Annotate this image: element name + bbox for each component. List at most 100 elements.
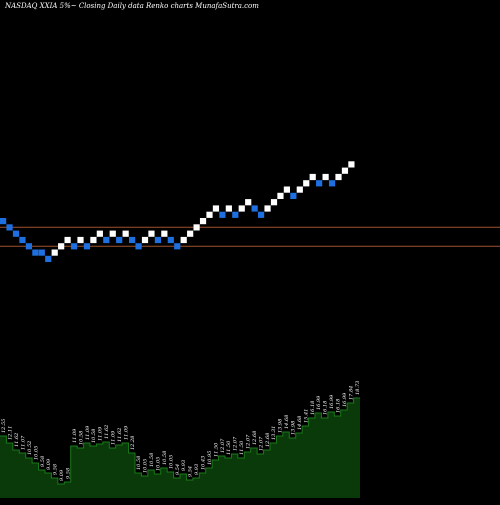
price-label: 10.43 — [201, 456, 207, 470]
renko-brick — [181, 237, 187, 243]
price-label: 10.58 — [91, 429, 97, 443]
price-label: 11.09 — [85, 425, 91, 440]
price-label: 16.18 — [310, 401, 316, 415]
price-label: 14.68 — [297, 416, 303, 430]
price-label: 12.07 — [220, 438, 226, 453]
price-label: 12.68 — [265, 433, 271, 447]
renko-brick — [258, 212, 264, 218]
renko-brick — [135, 243, 141, 249]
price-label: 9.09 — [59, 469, 65, 481]
price-label: 11.50 — [239, 440, 245, 455]
price-label: 10.95 — [207, 451, 213, 465]
renko-brick — [264, 205, 270, 211]
price-label: 18.73 — [355, 381, 361, 395]
price-label: 13.98 — [278, 419, 284, 433]
price-label: 12.55 — [1, 419, 7, 433]
price-label: 11.09 — [123, 425, 129, 440]
price-label: 10.58 — [78, 431, 84, 445]
renko-brick — [342, 168, 348, 174]
price-label: 10.05 — [156, 457, 162, 471]
price-label: 11.09 — [98, 426, 104, 441]
price-label: 12.11 — [8, 426, 14, 440]
price-label: 9.54 — [188, 466, 194, 477]
price-label: 13.31 — [271, 426, 277, 440]
price-label: 11.09 — [72, 428, 78, 443]
price-label: 16.99 — [329, 394, 335, 409]
renko-brick — [284, 187, 290, 193]
price-label: 16.99 — [342, 392, 348, 407]
price-label: 12.28 — [130, 436, 136, 450]
price-label: 16.18 — [323, 401, 329, 415]
price-label: 10.05 — [33, 446, 39, 460]
price-label: 15.41 — [303, 409, 309, 423]
renko-brick — [123, 231, 129, 237]
renko-brick — [142, 237, 148, 243]
price-label: 11.62 — [14, 433, 20, 447]
renko-brick — [206, 212, 212, 218]
renko-brick — [90, 237, 96, 243]
renko-brick — [39, 250, 45, 256]
renko-brick — [32, 250, 38, 256]
renko-brick — [129, 237, 135, 243]
renko-brick — [271, 199, 277, 205]
price-label: 10.52 — [27, 441, 33, 455]
renko-brick — [84, 243, 90, 249]
chart-title: NASDAQ XXIA 5%~ Closing Daily data Renko… — [5, 2, 259, 10]
renko-brick — [226, 205, 232, 211]
price-label: 16.99 — [316, 395, 322, 410]
renko-brick — [71, 243, 77, 249]
price-label: 16.18 — [336, 399, 342, 413]
renko-brick — [6, 224, 12, 230]
renko-brick — [155, 237, 161, 243]
price-label: 14.68 — [284, 415, 290, 429]
renko-brick — [26, 243, 32, 249]
price-label: 9.93 — [194, 464, 200, 475]
price-label: 11.50 — [226, 440, 232, 455]
price-label: 12.68 — [252, 431, 258, 445]
renko-brick — [213, 205, 219, 211]
renko-brick — [187, 231, 193, 237]
renko-brick — [335, 174, 341, 180]
renko-brick — [58, 243, 64, 249]
price-label: 12.07 — [246, 434, 252, 449]
renko-brick — [194, 224, 200, 230]
renko-brick — [110, 231, 116, 237]
price-label: 12.07 — [233, 436, 239, 451]
price-label: 11.50 — [213, 442, 219, 457]
price-label: 10.58 — [162, 451, 168, 465]
price-label: 11.62 — [104, 425, 110, 439]
renko-brick — [316, 180, 322, 186]
price-label: 10.05 — [143, 459, 149, 473]
price-label: 9.58 — [40, 456, 46, 467]
renko-brick — [329, 180, 335, 186]
renko-brick — [65, 237, 71, 243]
renko-brick — [310, 174, 316, 180]
price-label: 11.62 — [117, 428, 123, 442]
renko-brick — [45, 256, 51, 262]
renko-brick — [77, 237, 83, 243]
renko-brick — [348, 161, 354, 167]
renko-brick — [174, 243, 180, 249]
price-label: 9.58 — [53, 464, 59, 475]
renko-brick — [232, 212, 238, 218]
renko-brick — [290, 193, 296, 199]
renko-brick — [52, 250, 58, 256]
renko-bricks — [0, 161, 355, 262]
price-label: 10.05 — [168, 455, 174, 469]
price-label: 9.54 — [175, 464, 181, 475]
renko-brick — [239, 205, 245, 211]
renko-brick — [0, 218, 6, 224]
price-label: 13.98 — [291, 421, 297, 435]
renko-brick — [168, 237, 174, 243]
renko-brick — [97, 231, 103, 237]
renko-brick — [252, 205, 258, 211]
renko-brick — [219, 212, 225, 218]
renko-brick — [303, 180, 309, 186]
renko-brick — [277, 193, 283, 199]
renko-brick — [116, 237, 122, 243]
renko-brick — [323, 174, 329, 180]
renko-brick — [103, 237, 109, 243]
renko-brick — [148, 231, 154, 237]
